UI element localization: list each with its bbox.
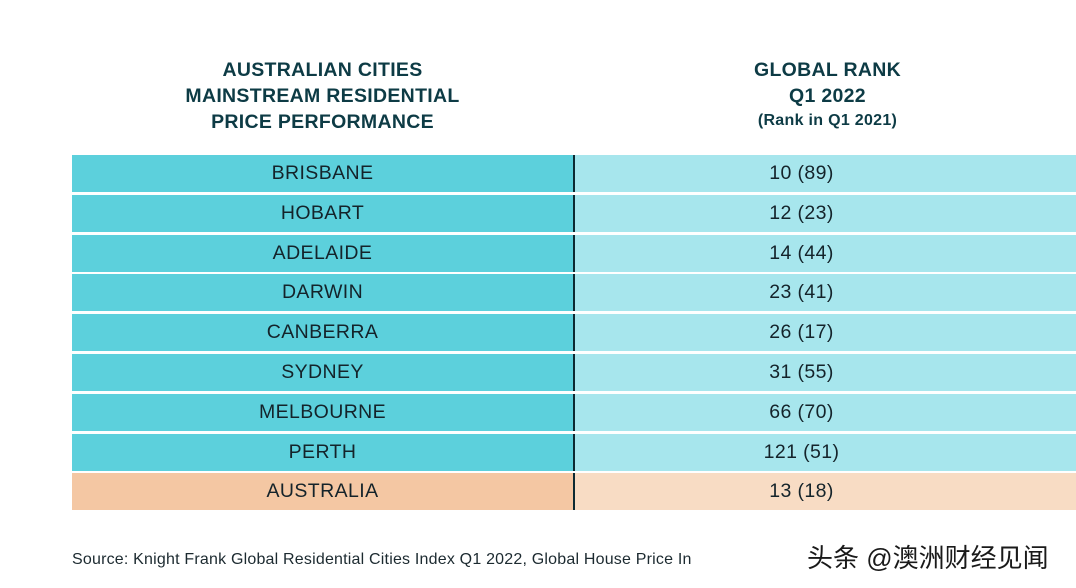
column-divider — [573, 314, 575, 352]
rank-cell: 13 (18) — [575, 473, 1076, 511]
table-row: MELBOURNE 66 (70) — [72, 393, 1076, 431]
column-divider — [573, 393, 575, 431]
rank-cell: 121 (51) — [575, 433, 1076, 471]
column-divider — [573, 353, 575, 391]
rank-cell: 10 (89) — [575, 155, 1076, 192]
column-divider — [573, 194, 575, 232]
table-row: HOBART 12 (23) — [72, 194, 1076, 232]
rank-cell: 66 (70) — [575, 393, 1076, 431]
city-cell: MELBOURNE — [72, 393, 573, 431]
column-divider — [573, 155, 575, 192]
city-cell: PERTH — [72, 433, 573, 471]
rank-header-line-1: GLOBAL RANK — [753, 59, 902, 81]
column-divider — [573, 234, 575, 272]
rank-cell: 12 (23) — [575, 194, 1076, 232]
rank-column-header: GLOBAL RANK Q1 2022 (Rank in Q1 2021) — [700, 57, 955, 133]
table-row: SYDNEY 31 (55) — [72, 353, 1076, 391]
city-header-line-2: MAINSTREAM RESIDENTIAL — [185, 85, 460, 107]
column-divider — [573, 274, 575, 312]
city-cell: BRISBANE — [72, 155, 573, 192]
column-divider — [573, 433, 575, 471]
source-note: Source: Knight Frank Global Residential … — [72, 551, 692, 568]
table-row: PERTH 121 (51) — [72, 433, 1076, 471]
city-cell: CANBERRA — [72, 314, 573, 352]
city-column-header: AUSTRALIAN CITIES MAINSTREAM RESIDENTIAL… — [150, 57, 495, 135]
rank-header-line-2: Q1 2022 — [789, 85, 866, 107]
city-header-line-3: PRICE PERFORMANCE — [211, 111, 434, 133]
rank-cell: 23 (41) — [575, 274, 1076, 312]
city-cell: ADELAIDE — [72, 234, 573, 272]
rank-cell: 26 (17) — [575, 314, 1076, 352]
table-row-total: AUSTRALIA 13 (18) — [72, 473, 1076, 511]
city-header-line-1: AUSTRALIAN CITIES — [222, 59, 423, 81]
rank-table: BRISBANE 10 (89) HOBART 12 (23) ADELAIDE 14 (… — [72, 155, 1076, 513]
rank-cell: 14 (44) — [575, 234, 1076, 272]
table-row: CANBERRA 26 (17) — [72, 314, 1076, 352]
city-cell: HOBART — [72, 194, 573, 232]
table-row: ADELAIDE 14 (44) — [72, 234, 1076, 272]
city-cell: DARWIN — [72, 274, 573, 312]
column-divider — [573, 473, 575, 511]
rank-header-subtitle: (Rank in Q1 2021) — [757, 112, 898, 129]
table-row: BRISBANE 10 (89) — [72, 155, 1076, 192]
city-cell: AUSTRALIA — [72, 473, 573, 511]
rank-cell: 31 (55) — [575, 353, 1076, 391]
city-cell: SYDNEY — [72, 353, 573, 391]
table-row: DARWIN 23 (41) — [72, 274, 1076, 312]
watermark: 头条 @澳洲财经见闻 — [807, 543, 1049, 573]
